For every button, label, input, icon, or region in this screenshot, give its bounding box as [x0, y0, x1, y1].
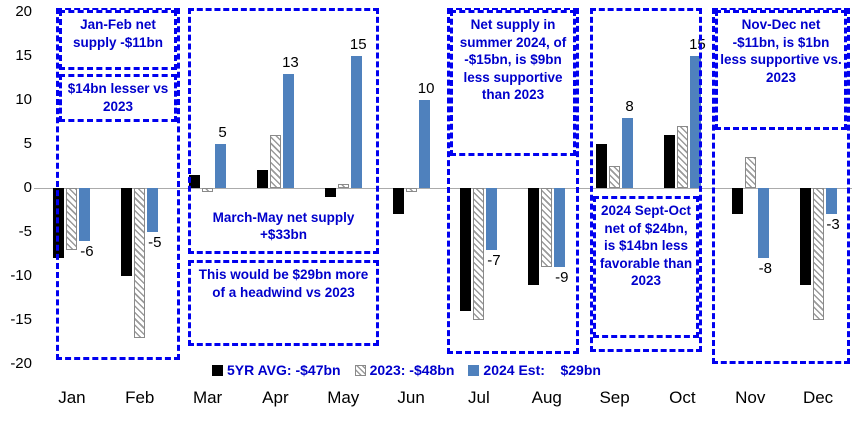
y-tick-label: 5	[23, 135, 32, 152]
value-label-2024-aug: -9	[555, 269, 569, 287]
bar-2023-apr	[269, 135, 281, 188]
legend-label: 5YR AVG: -$47bn	[227, 362, 341, 378]
bar-2024-est-oct	[689, 56, 701, 188]
legend-label: 2023: -$48bn	[369, 362, 455, 378]
legend-label: 2024 Est: $29bn	[483, 362, 601, 378]
bar-5yr-avg-jun	[392, 188, 404, 215]
y-axis: 20 15 10 5 0 -5 -10 -15 -20	[0, 3, 34, 372]
value-label-2024-mar: 5	[218, 124, 227, 141]
bar-5yr-avg-nov	[731, 188, 743, 215]
x-label-dec: Dec	[802, 388, 834, 407]
plot-area: -6 -5 5 13 15 10 -7 -9 8 15 -8 -3	[34, 12, 852, 364]
bar-2024-est-jun	[418, 100, 430, 188]
bar-2024-est-jan	[79, 188, 91, 241]
value-label-2024-may: 15	[349, 36, 367, 53]
legend: 5YR AVG: -$47bn 2023: -$48bn 2024 Est: $29…	[212, 362, 601, 378]
y-tick-label: 20	[15, 3, 32, 20]
bar-2024-est-feb	[147, 188, 159, 232]
legend-swatch-black-icon	[212, 364, 223, 376]
bar-2023-feb	[134, 188, 146, 338]
bar-5yr-avg-aug	[528, 188, 540, 285]
x-label-may: May	[327, 388, 360, 407]
y-tick-label: -10	[10, 267, 32, 284]
y-tick-label: -5	[18, 223, 32, 240]
bar-2024-est-dec	[825, 188, 837, 215]
x-label-nov: Nov	[735, 388, 766, 407]
value-label-2024-jan: -6	[80, 242, 94, 260]
value-label-2024-dec: -3	[826, 216, 840, 234]
zero-gridline	[34, 187, 852, 189]
legend-item-2: 2024 Est: $29bn	[468, 362, 601, 378]
y-tick-label: -15	[10, 311, 32, 328]
value-label-2024-feb: -5	[148, 234, 162, 251]
annotation-marmay-net-supply: March-May net supply +$33bn	[194, 205, 373, 247]
x-label-jun: Jun	[397, 388, 425, 407]
annotation-marmay-headwind: This would be $29bn more of a headwind v…	[188, 260, 379, 346]
x-label-jan: Jan	[58, 388, 86, 407]
x-label-jul: Jul	[468, 388, 490, 407]
value-label-2024-apr: 13	[282, 53, 299, 71]
value-label-2024-jul: -7	[487, 251, 501, 269]
annotation-box-janfeb-outer	[56, 8, 180, 360]
legend-swatch-hatched-icon	[354, 364, 366, 376]
bar-2024-est-sep	[622, 117, 634, 188]
bar-2024-est-aug	[554, 188, 566, 268]
legend-swatch-blue-icon	[468, 364, 480, 376]
bar-2023-jun	[405, 188, 417, 193]
bar-2023-jul	[473, 188, 485, 320]
bar-2023-aug	[541, 188, 553, 268]
value-label-2024-jun: 10	[417, 80, 435, 97]
annotation-janfeb-vs-2023: $14bn lesser vs 2023	[59, 74, 177, 122]
bar-2023-jan	[66, 188, 78, 250]
bar-2023-nov	[744, 157, 756, 188]
annotation-box-novdec-outer	[712, 8, 850, 364]
annotation-janfeb-net-supply: Jan-Feb net supply -$11bn	[59, 10, 177, 70]
bar-5yr-avg-sep	[596, 144, 608, 188]
bar-5yr-avg-feb	[121, 188, 133, 276]
x-label-sep: Sep	[599, 388, 630, 407]
annotation-sepoct-net: 2024 Sept-Oct net of $24bn, is $14bn les…	[593, 196, 699, 338]
y-tick-label: -20	[10, 355, 32, 372]
bar-2024-est-jul	[486, 188, 498, 250]
bar-5yr-avg-oct	[663, 135, 675, 188]
annotation-box-marmay-outer: March-May net supply +$33bn	[188, 8, 379, 254]
x-label-aug: Aug	[531, 388, 562, 407]
bar-5yr-avg-may	[324, 188, 336, 197]
y-tick-label: 10	[15, 91, 32, 108]
x-label-mar: Mar	[192, 388, 223, 407]
bar-2023-dec	[812, 188, 824, 320]
bar-2024-est-apr	[282, 73, 294, 188]
bar-5yr-avg-jul	[460, 188, 472, 312]
y-tick-label: 0	[23, 179, 32, 196]
y-tick-label: 15	[15, 47, 32, 64]
x-label-apr: Apr	[262, 388, 289, 407]
annotation-summer-net-supply: Net supply in summer 2024, of -$15bn, is…	[450, 10, 576, 156]
bar-2024-est-nov	[757, 188, 769, 259]
bar-2024-est-may	[350, 56, 362, 188]
annotation-box-summer-outer	[447, 8, 579, 354]
legend-item-0: 5YR AVG: -$47bn	[212, 362, 341, 378]
x-label-oct: Oct	[669, 388, 696, 407]
legend-item-1: 2023: -$48bn	[354, 362, 455, 378]
bar-5yr-avg-mar	[189, 174, 201, 188]
annotation-box-sepoct-outer	[590, 8, 702, 352]
bar-2023-mar	[202, 188, 214, 193]
bar-5yr-avg-apr	[256, 170, 268, 188]
value-label-2024-sep: 8	[625, 97, 634, 115]
value-label-2024-nov: -8	[758, 260, 772, 278]
bar-2024-est-mar	[215, 144, 227, 188]
x-label-feb: Feb	[125, 388, 155, 407]
bar-2023-oct	[676, 126, 688, 188]
bar-2023-may	[337, 183, 349, 188]
annotation-novdec-net: Nov-Dec net -$11bn, is $1bn less support…	[715, 10, 847, 130]
bar-2023-sep	[609, 166, 621, 188]
bar-5yr-avg-dec	[799, 188, 811, 285]
x-axis: Jan Feb Mar Apr May Jun Jul Aug Sep Oct Nov Dec	[38, 388, 852, 416]
